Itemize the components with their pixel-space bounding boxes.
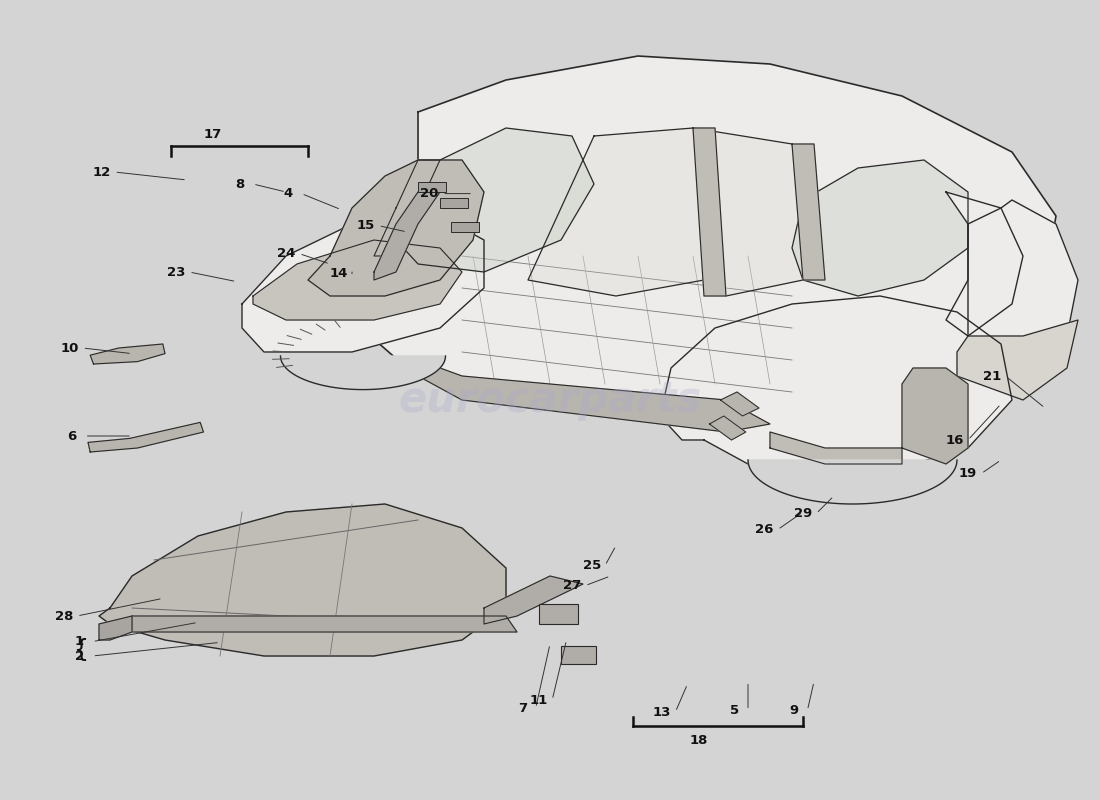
Text: 11: 11 xyxy=(530,694,548,706)
Text: 13: 13 xyxy=(653,706,671,718)
FancyBboxPatch shape xyxy=(561,646,596,664)
Polygon shape xyxy=(902,368,968,464)
Text: 4: 4 xyxy=(284,187,293,200)
Polygon shape xyxy=(946,192,1023,336)
Text: 20: 20 xyxy=(420,187,438,200)
Text: 21: 21 xyxy=(983,370,1001,382)
Polygon shape xyxy=(748,460,957,504)
Text: 23: 23 xyxy=(167,266,185,278)
Text: 1: 1 xyxy=(75,635,84,648)
Polygon shape xyxy=(693,128,803,296)
Text: 6: 6 xyxy=(67,430,76,442)
FancyBboxPatch shape xyxy=(451,222,478,232)
Polygon shape xyxy=(770,432,902,464)
Text: 18: 18 xyxy=(690,734,707,746)
Polygon shape xyxy=(792,160,968,296)
Polygon shape xyxy=(374,192,440,280)
Polygon shape xyxy=(374,160,440,256)
Polygon shape xyxy=(660,296,1012,480)
Text: 25: 25 xyxy=(583,559,601,572)
Polygon shape xyxy=(418,360,770,432)
Polygon shape xyxy=(528,128,715,296)
Polygon shape xyxy=(396,128,594,272)
Polygon shape xyxy=(90,344,165,364)
Polygon shape xyxy=(484,576,583,624)
Polygon shape xyxy=(132,616,517,632)
Polygon shape xyxy=(242,216,484,352)
Text: {: { xyxy=(73,638,88,662)
Text: 8: 8 xyxy=(235,178,244,190)
Text: 19: 19 xyxy=(959,467,977,480)
Text: 14: 14 xyxy=(330,267,348,280)
Text: 29: 29 xyxy=(794,507,812,520)
Polygon shape xyxy=(720,392,759,416)
Polygon shape xyxy=(352,56,1056,416)
Text: 16: 16 xyxy=(946,434,964,446)
Text: 17: 17 xyxy=(204,128,221,141)
Polygon shape xyxy=(99,616,132,640)
Text: 27: 27 xyxy=(563,579,581,592)
Polygon shape xyxy=(99,504,506,656)
FancyBboxPatch shape xyxy=(418,182,446,192)
Polygon shape xyxy=(693,128,726,296)
Polygon shape xyxy=(710,416,746,440)
FancyBboxPatch shape xyxy=(440,198,467,208)
Text: 12: 12 xyxy=(92,166,110,178)
Text: 10: 10 xyxy=(60,342,78,354)
Polygon shape xyxy=(88,422,204,452)
Text: 5: 5 xyxy=(730,704,739,717)
Text: 15: 15 xyxy=(356,219,374,232)
Polygon shape xyxy=(957,320,1078,400)
Polygon shape xyxy=(968,200,1078,352)
Text: 2: 2 xyxy=(75,650,84,662)
Polygon shape xyxy=(253,240,462,320)
Text: eurocarparts: eurocarparts xyxy=(398,379,702,421)
Polygon shape xyxy=(308,160,484,296)
FancyBboxPatch shape xyxy=(539,604,578,624)
Text: 9: 9 xyxy=(790,704,799,717)
Text: 28: 28 xyxy=(55,610,73,622)
Polygon shape xyxy=(280,356,446,390)
Polygon shape xyxy=(792,144,825,280)
Text: 24: 24 xyxy=(277,247,295,260)
Text: 26: 26 xyxy=(756,523,773,536)
Text: 7: 7 xyxy=(518,702,527,714)
